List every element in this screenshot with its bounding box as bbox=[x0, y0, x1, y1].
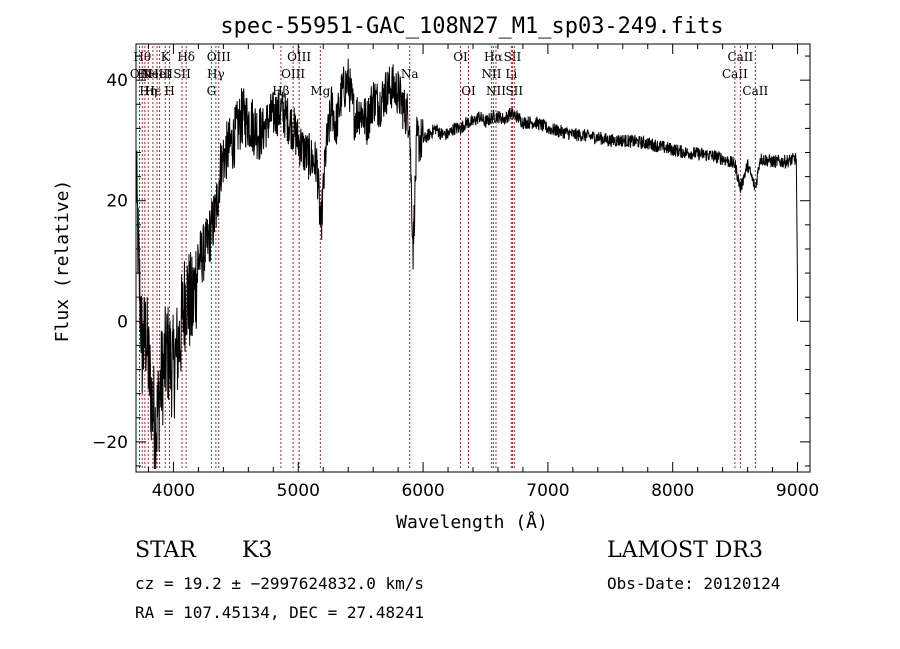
line-marker-label: Hθ bbox=[133, 50, 151, 64]
object-class: STAR bbox=[135, 538, 196, 563]
line-marker-label: OIII bbox=[281, 67, 305, 81]
y-tick-label: 20 bbox=[106, 192, 128, 212]
line-marker-label: SII bbox=[173, 67, 191, 81]
line-marker-label: Hδ bbox=[177, 50, 195, 64]
x-axis-label: Wavelength (Å) bbox=[396, 511, 548, 533]
y-tick-label: 0 bbox=[117, 312, 128, 332]
line-marker-label: Hγ bbox=[207, 67, 225, 81]
line-marker-label: Hα bbox=[484, 50, 503, 64]
axes: 4000 5000 6000 7000 8000 9000 −20 0 20 40 bbox=[92, 44, 819, 501]
line-marker-label: SII bbox=[504, 50, 522, 64]
line-marker-label: H bbox=[164, 84, 174, 98]
x-tick-label: 5000 bbox=[277, 481, 320, 501]
line-marker-label: Hε bbox=[145, 84, 162, 98]
x-tick-label: 7000 bbox=[526, 481, 569, 501]
coordinates-readout: RA = 107.45134, DEC = 27.48241 bbox=[135, 603, 424, 622]
chart-title: spec-55951-GAC_108N27_M1_sp03-249.fits bbox=[220, 14, 723, 39]
line-marker-label: Li bbox=[505, 67, 517, 81]
redshift-readout: cz = 19.2 ± −2997624832.0 km/s bbox=[135, 574, 424, 593]
line-markers: OIIHθHιHηHεNeIIIHeIKHSIIHδGHγOIIIHβOIIIO… bbox=[130, 46, 768, 470]
line-marker-label: NII bbox=[486, 84, 506, 98]
survey-name: LAMOST DR3 bbox=[607, 538, 763, 563]
line-marker-label: K bbox=[161, 50, 171, 64]
line-marker-label: Na bbox=[401, 67, 419, 81]
x-tick-label: 9000 bbox=[776, 481, 819, 501]
line-marker-label: G bbox=[207, 84, 217, 98]
line-marker-label: CaII bbox=[727, 50, 753, 64]
line-marker-label: CaII bbox=[722, 67, 748, 81]
line-marker-label: SII bbox=[505, 84, 523, 98]
line-marker-label: OI bbox=[453, 50, 468, 64]
line-marker-label: NII bbox=[481, 67, 501, 81]
y-axis-label: Flux (relative) bbox=[52, 180, 73, 343]
line-marker-label: CaII bbox=[742, 84, 768, 98]
x-tick-label: 6000 bbox=[401, 481, 444, 501]
line-marker-label: OI bbox=[461, 84, 476, 98]
line-marker-label: Mg bbox=[310, 84, 330, 98]
line-marker-label: Hβ bbox=[272, 84, 289, 98]
object-subclass: K3 bbox=[242, 538, 273, 563]
x-tick-label: 4000 bbox=[152, 481, 195, 501]
line-marker-label: OIII bbox=[207, 50, 231, 64]
spectrum-line bbox=[135, 58, 798, 470]
observation-date: Obs-Date: 20120124 bbox=[607, 574, 781, 593]
line-marker-label: OIII bbox=[287, 50, 311, 64]
line-marker-label: HeI bbox=[148, 67, 171, 81]
y-tick-label: 40 bbox=[106, 71, 128, 91]
x-tick-label: 8000 bbox=[651, 481, 694, 501]
y-tick-label: −20 bbox=[92, 433, 128, 453]
line-marker-label: Hι bbox=[137, 67, 152, 81]
